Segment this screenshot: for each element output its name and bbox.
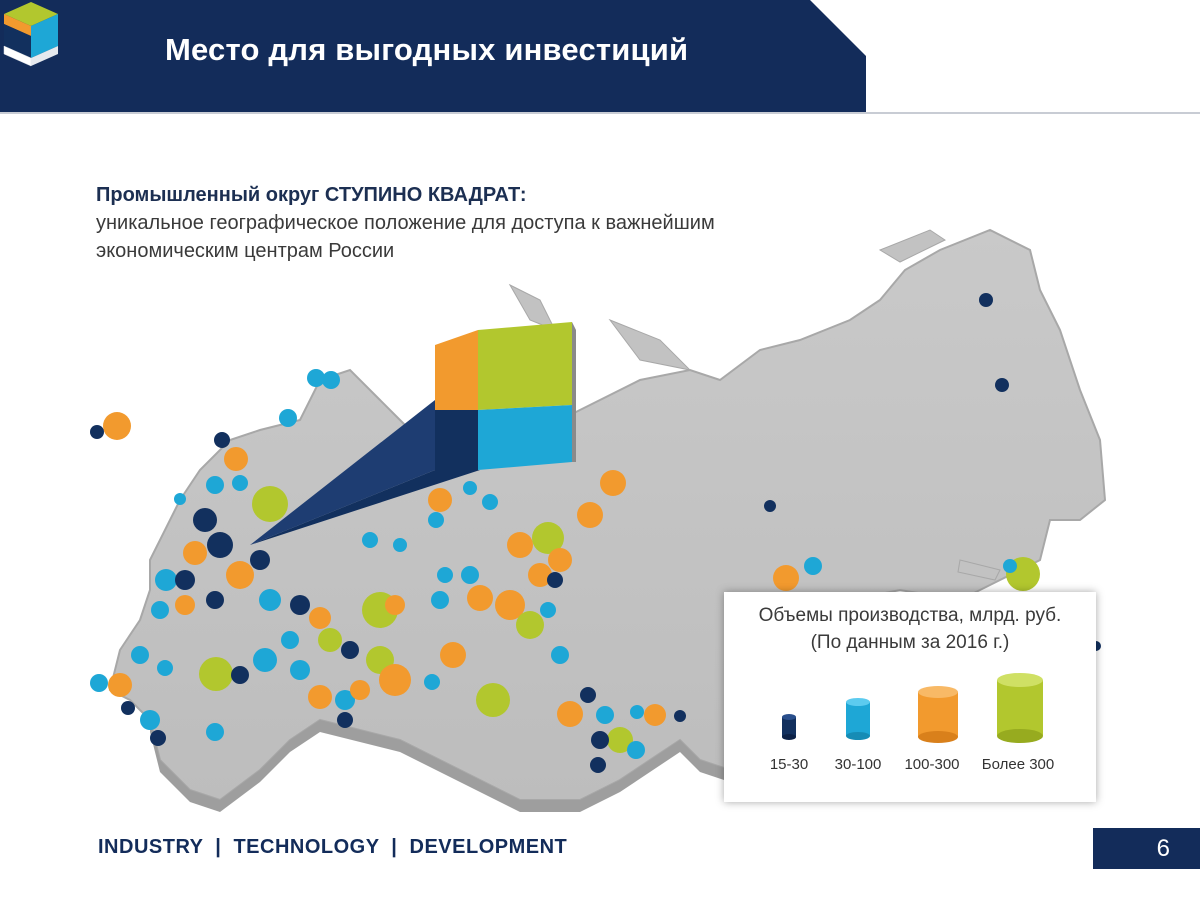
legend-item-15-30: 15-30: [769, 756, 809, 773]
cylinder-over-300-icon: [997, 673, 1043, 743]
legend-item-30-100: 30-100: [834, 756, 882, 773]
page-number-box: 6: [1093, 828, 1200, 869]
page-title: Место для выгодных инвестиций: [165, 32, 689, 67]
legend-item-over-300: Более 300: [981, 756, 1055, 773]
page-number: 6: [1156, 835, 1170, 862]
header-background: [0, 0, 1200, 114]
intro-heading: Промышленный округ СТУПИНО КВАДРАТ:: [96, 184, 527, 206]
legend-title-line-1: Объемы производства, млрд. руб.: [758, 605, 1062, 626]
intro-line-1: уникальное географическое положение для …: [96, 212, 715, 234]
intro-line-2: экономическим центрам России: [96, 240, 395, 262]
stupino-square-cube-icon: [435, 322, 576, 470]
legend-title: Объемы производства, млрд. руб. (По данн…: [724, 602, 1096, 656]
intro-text: Промышленный округ СТУПИНО КВАДРАТ: уник…: [96, 181, 856, 265]
cube-logo-icon: [3, 2, 58, 67]
footer-tagline: INDUSTRY | TECHNOLOGY | DEVELOPMENT: [98, 836, 568, 858]
cylinder-15-30-icon: [782, 714, 796, 740]
legend-title-line-2: (По данным за 2016 г.): [810, 632, 1010, 653]
legend-cylinders: [782, 673, 1043, 743]
legend-item-100-300: 100-300: [904, 756, 960, 773]
cylinder-30-100-icon: [846, 698, 870, 740]
cylinder-100-300-icon: [918, 686, 958, 743]
header-bar: Место для выгодных инвестиций: [0, 0, 1200, 115]
production-legend: Объемы производства, млрд. руб. (По данн…: [724, 592, 1096, 802]
